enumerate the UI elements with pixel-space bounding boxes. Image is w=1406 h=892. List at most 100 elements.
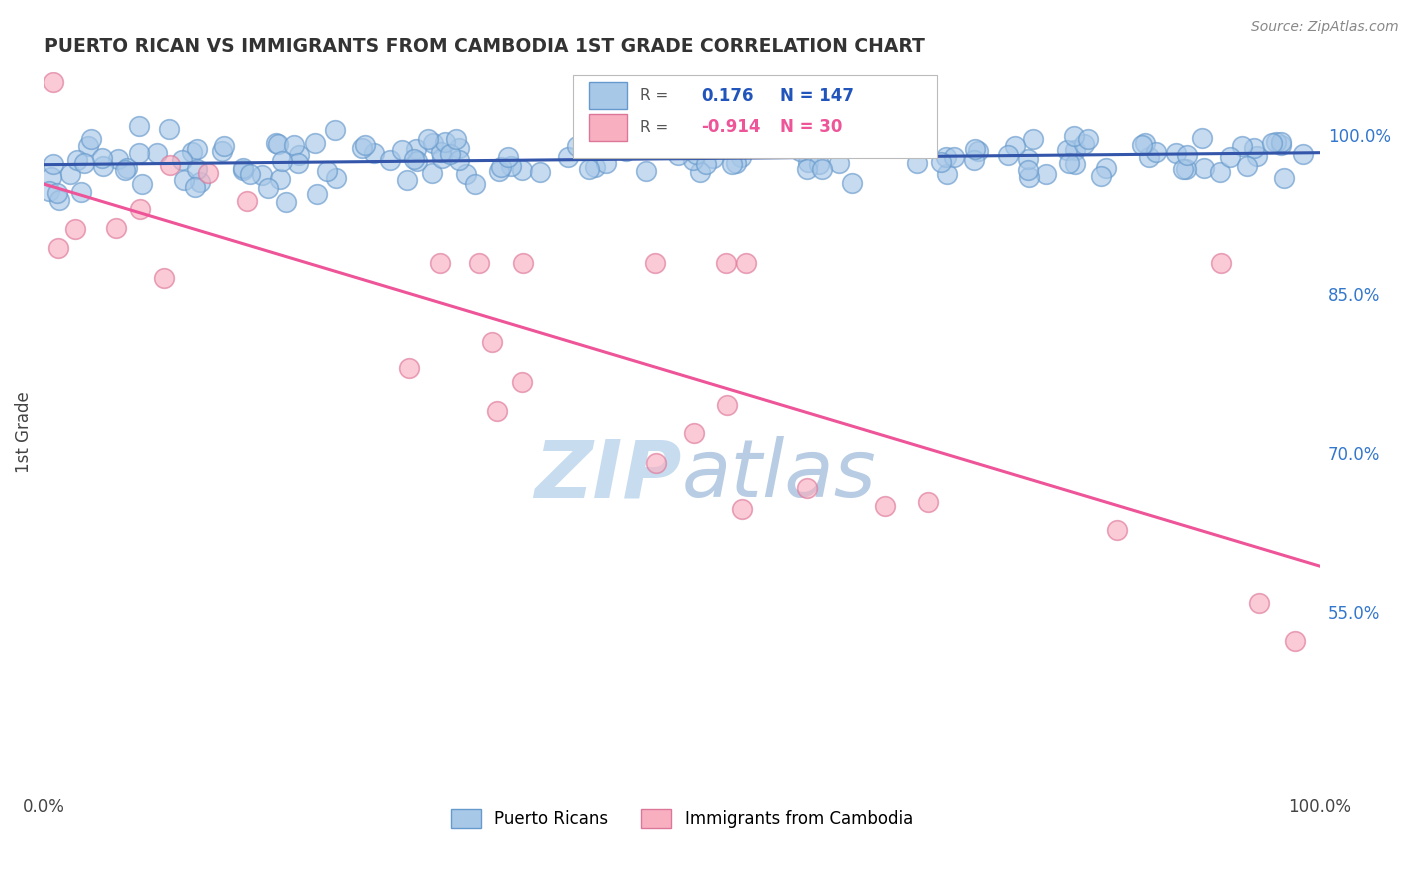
- Point: [422, 136, 444, 150]
- Point: [491, 160, 513, 174]
- Point: [1035, 167, 1057, 181]
- Point: [464, 177, 486, 191]
- Point: [1243, 141, 1265, 155]
- Point: [1107, 524, 1129, 538]
- Point: [396, 172, 419, 186]
- Point: [70, 185, 93, 199]
- Point: [1249, 596, 1271, 610]
- Point: [828, 156, 851, 170]
- Point: [93, 159, 115, 173]
- Point: [186, 142, 208, 156]
- Point: [714, 255, 737, 269]
- Text: PUERTO RICAN VS IMMIGRANTS FROM CAMBODIA 1ST GRADE CORRELATION CHART: PUERTO RICAN VS IMMIGRANTS FROM CAMBODIA…: [44, 37, 925, 56]
- Point: [997, 148, 1019, 162]
- Point: [236, 194, 259, 209]
- Text: N = 147: N = 147: [780, 87, 853, 104]
- Point: [288, 148, 311, 162]
- Point: [966, 145, 988, 159]
- Point: [721, 157, 744, 171]
- Point: [1064, 157, 1087, 171]
- Point: [405, 142, 427, 156]
- Point: [583, 160, 606, 174]
- Point: [485, 404, 508, 418]
- Point: [682, 153, 704, 167]
- Point: [250, 168, 273, 182]
- Point: [1137, 150, 1160, 164]
- Point: [1017, 152, 1039, 166]
- Point: [1270, 135, 1292, 149]
- Point: [157, 121, 180, 136]
- Point: [398, 361, 420, 376]
- Point: [269, 172, 291, 186]
- Point: [810, 161, 832, 176]
- Point: [267, 136, 290, 151]
- Point: [1063, 128, 1085, 143]
- Point: [239, 167, 262, 181]
- Point: [689, 165, 711, 179]
- Point: [73, 156, 96, 170]
- Text: R =: R =: [640, 120, 668, 135]
- Point: [875, 499, 897, 513]
- Point: [963, 142, 986, 156]
- Point: [917, 495, 939, 509]
- Point: [665, 136, 688, 151]
- Point: [696, 141, 718, 155]
- Point: [287, 155, 309, 169]
- Point: [456, 167, 478, 181]
- Y-axis label: 1st Grade: 1st Grade: [15, 392, 32, 473]
- Point: [212, 139, 235, 153]
- Point: [730, 150, 752, 164]
- Bar: [589, 113, 627, 141]
- Point: [1264, 135, 1286, 149]
- Point: [65, 153, 87, 167]
- Point: [232, 161, 254, 176]
- Point: [115, 161, 138, 176]
- Text: ZIP: ZIP: [534, 436, 682, 515]
- Point: [1095, 161, 1118, 175]
- Point: [65, 221, 87, 235]
- Point: [159, 158, 181, 172]
- Point: [1076, 131, 1098, 145]
- Point: [845, 140, 868, 154]
- Point: [565, 139, 588, 153]
- Point: [173, 173, 195, 187]
- Point: [1073, 136, 1095, 151]
- Point: [180, 145, 202, 160]
- Point: [813, 128, 835, 143]
- Point: [170, 153, 193, 167]
- Point: [1175, 147, 1198, 161]
- Point: [188, 176, 211, 190]
- Point: [184, 180, 207, 194]
- Point: [1174, 162, 1197, 177]
- Point: [936, 167, 959, 181]
- Text: Source: ZipAtlas.com: Source: ZipAtlas.com: [1251, 20, 1399, 34]
- Point: [1133, 136, 1156, 150]
- Point: [1219, 150, 1241, 164]
- Point: [354, 137, 377, 152]
- Point: [1056, 143, 1078, 157]
- Point: [128, 146, 150, 161]
- Point: [434, 135, 457, 149]
- Point: [1246, 149, 1268, 163]
- Point: [264, 136, 287, 151]
- Point: [402, 153, 425, 167]
- Point: [59, 167, 82, 181]
- Point: [796, 162, 818, 177]
- Point: [496, 150, 519, 164]
- Point: [789, 144, 811, 158]
- Point: [702, 152, 724, 166]
- Point: [131, 177, 153, 191]
- Point: [107, 152, 129, 166]
- Point: [510, 162, 533, 177]
- Point: [1192, 161, 1215, 175]
- Point: [153, 271, 176, 285]
- Point: [90, 151, 112, 165]
- Point: [731, 501, 754, 516]
- Point: [129, 202, 152, 217]
- Point: [1057, 156, 1080, 170]
- Point: [283, 138, 305, 153]
- Point: [1209, 255, 1232, 269]
- Point: [197, 166, 219, 180]
- Point: [1090, 169, 1112, 183]
- Point: [808, 157, 831, 171]
